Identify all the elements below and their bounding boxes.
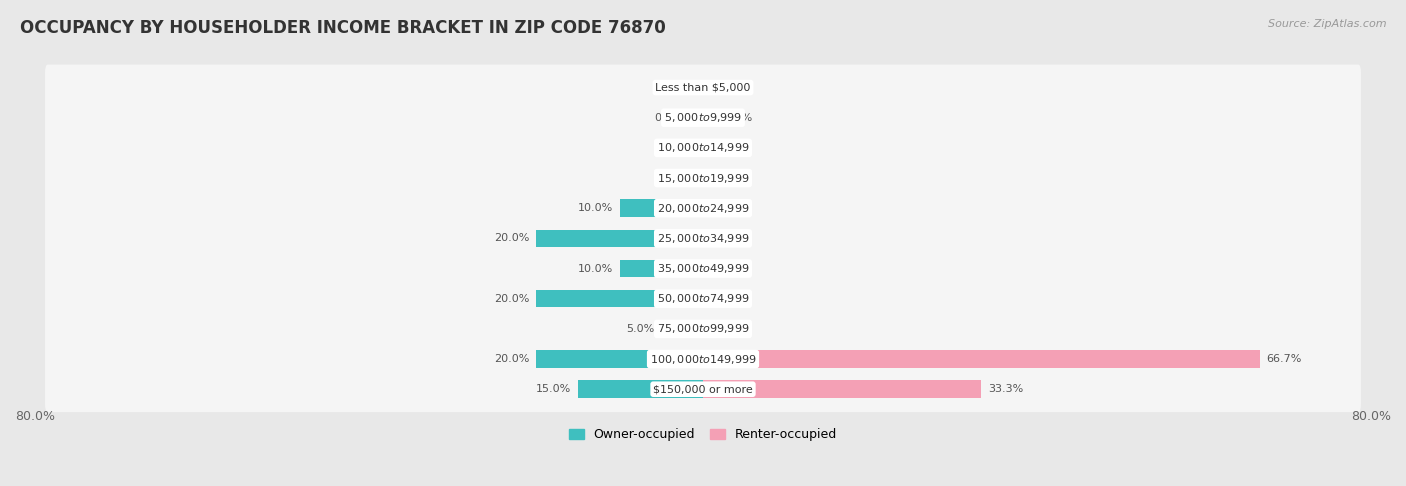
Text: 0.0%: 0.0% [724, 83, 752, 92]
Bar [620, 199, 703, 217]
Text: Source: ZipAtlas.com: Source: ZipAtlas.com [1268, 19, 1386, 30]
Text: 0.0%: 0.0% [654, 113, 682, 122]
Text: 10.0%: 10.0% [578, 263, 613, 274]
Text: 0.0%: 0.0% [724, 173, 752, 183]
Text: 5.0%: 5.0% [626, 324, 655, 334]
FancyBboxPatch shape [45, 95, 1361, 140]
FancyBboxPatch shape [45, 336, 1361, 382]
FancyBboxPatch shape [45, 125, 1361, 171]
FancyBboxPatch shape [45, 306, 1361, 352]
FancyBboxPatch shape [45, 245, 1361, 292]
Text: 66.7%: 66.7% [1267, 354, 1302, 364]
Text: 0.0%: 0.0% [724, 203, 752, 213]
Text: 0.0%: 0.0% [724, 143, 752, 153]
Text: $15,000 to $19,999: $15,000 to $19,999 [657, 172, 749, 185]
Text: 0.0%: 0.0% [724, 113, 752, 122]
Bar [536, 350, 703, 368]
FancyBboxPatch shape [45, 65, 1361, 110]
Bar [703, 350, 1260, 368]
Text: 15.0%: 15.0% [536, 384, 571, 394]
Legend: Owner-occupied, Renter-occupied: Owner-occupied, Renter-occupied [568, 428, 838, 441]
Text: $75,000 to $99,999: $75,000 to $99,999 [657, 322, 749, 335]
Text: $10,000 to $14,999: $10,000 to $14,999 [657, 141, 749, 155]
Text: $150,000 or more: $150,000 or more [654, 384, 752, 394]
Text: $5,000 to $9,999: $5,000 to $9,999 [664, 111, 742, 124]
Text: Less than $5,000: Less than $5,000 [655, 83, 751, 92]
Bar [536, 290, 703, 308]
FancyBboxPatch shape [45, 366, 1361, 412]
Text: 10.0%: 10.0% [578, 203, 613, 213]
Text: $50,000 to $74,999: $50,000 to $74,999 [657, 292, 749, 305]
Text: 0.0%: 0.0% [654, 143, 682, 153]
Bar [578, 381, 703, 398]
Text: 0.0%: 0.0% [654, 173, 682, 183]
Bar [536, 229, 703, 247]
FancyBboxPatch shape [45, 185, 1361, 231]
Text: 0.0%: 0.0% [654, 83, 682, 92]
Text: $100,000 to $149,999: $100,000 to $149,999 [650, 352, 756, 365]
Bar [620, 260, 703, 278]
Text: 0.0%: 0.0% [724, 263, 752, 274]
Text: 0.0%: 0.0% [724, 294, 752, 304]
FancyBboxPatch shape [45, 155, 1361, 201]
FancyBboxPatch shape [45, 276, 1361, 322]
Text: 20.0%: 20.0% [494, 354, 529, 364]
Text: 0.0%: 0.0% [724, 324, 752, 334]
FancyBboxPatch shape [45, 215, 1361, 261]
Bar [703, 381, 981, 398]
Text: $35,000 to $49,999: $35,000 to $49,999 [657, 262, 749, 275]
Text: 20.0%: 20.0% [494, 294, 529, 304]
Bar [661, 320, 703, 338]
Text: $20,000 to $24,999: $20,000 to $24,999 [657, 202, 749, 215]
Text: OCCUPANCY BY HOUSEHOLDER INCOME BRACKET IN ZIP CODE 76870: OCCUPANCY BY HOUSEHOLDER INCOME BRACKET … [20, 19, 665, 37]
Text: 20.0%: 20.0% [494, 233, 529, 243]
Text: 0.0%: 0.0% [724, 233, 752, 243]
Text: $25,000 to $34,999: $25,000 to $34,999 [657, 232, 749, 245]
Text: 33.3%: 33.3% [988, 384, 1024, 394]
